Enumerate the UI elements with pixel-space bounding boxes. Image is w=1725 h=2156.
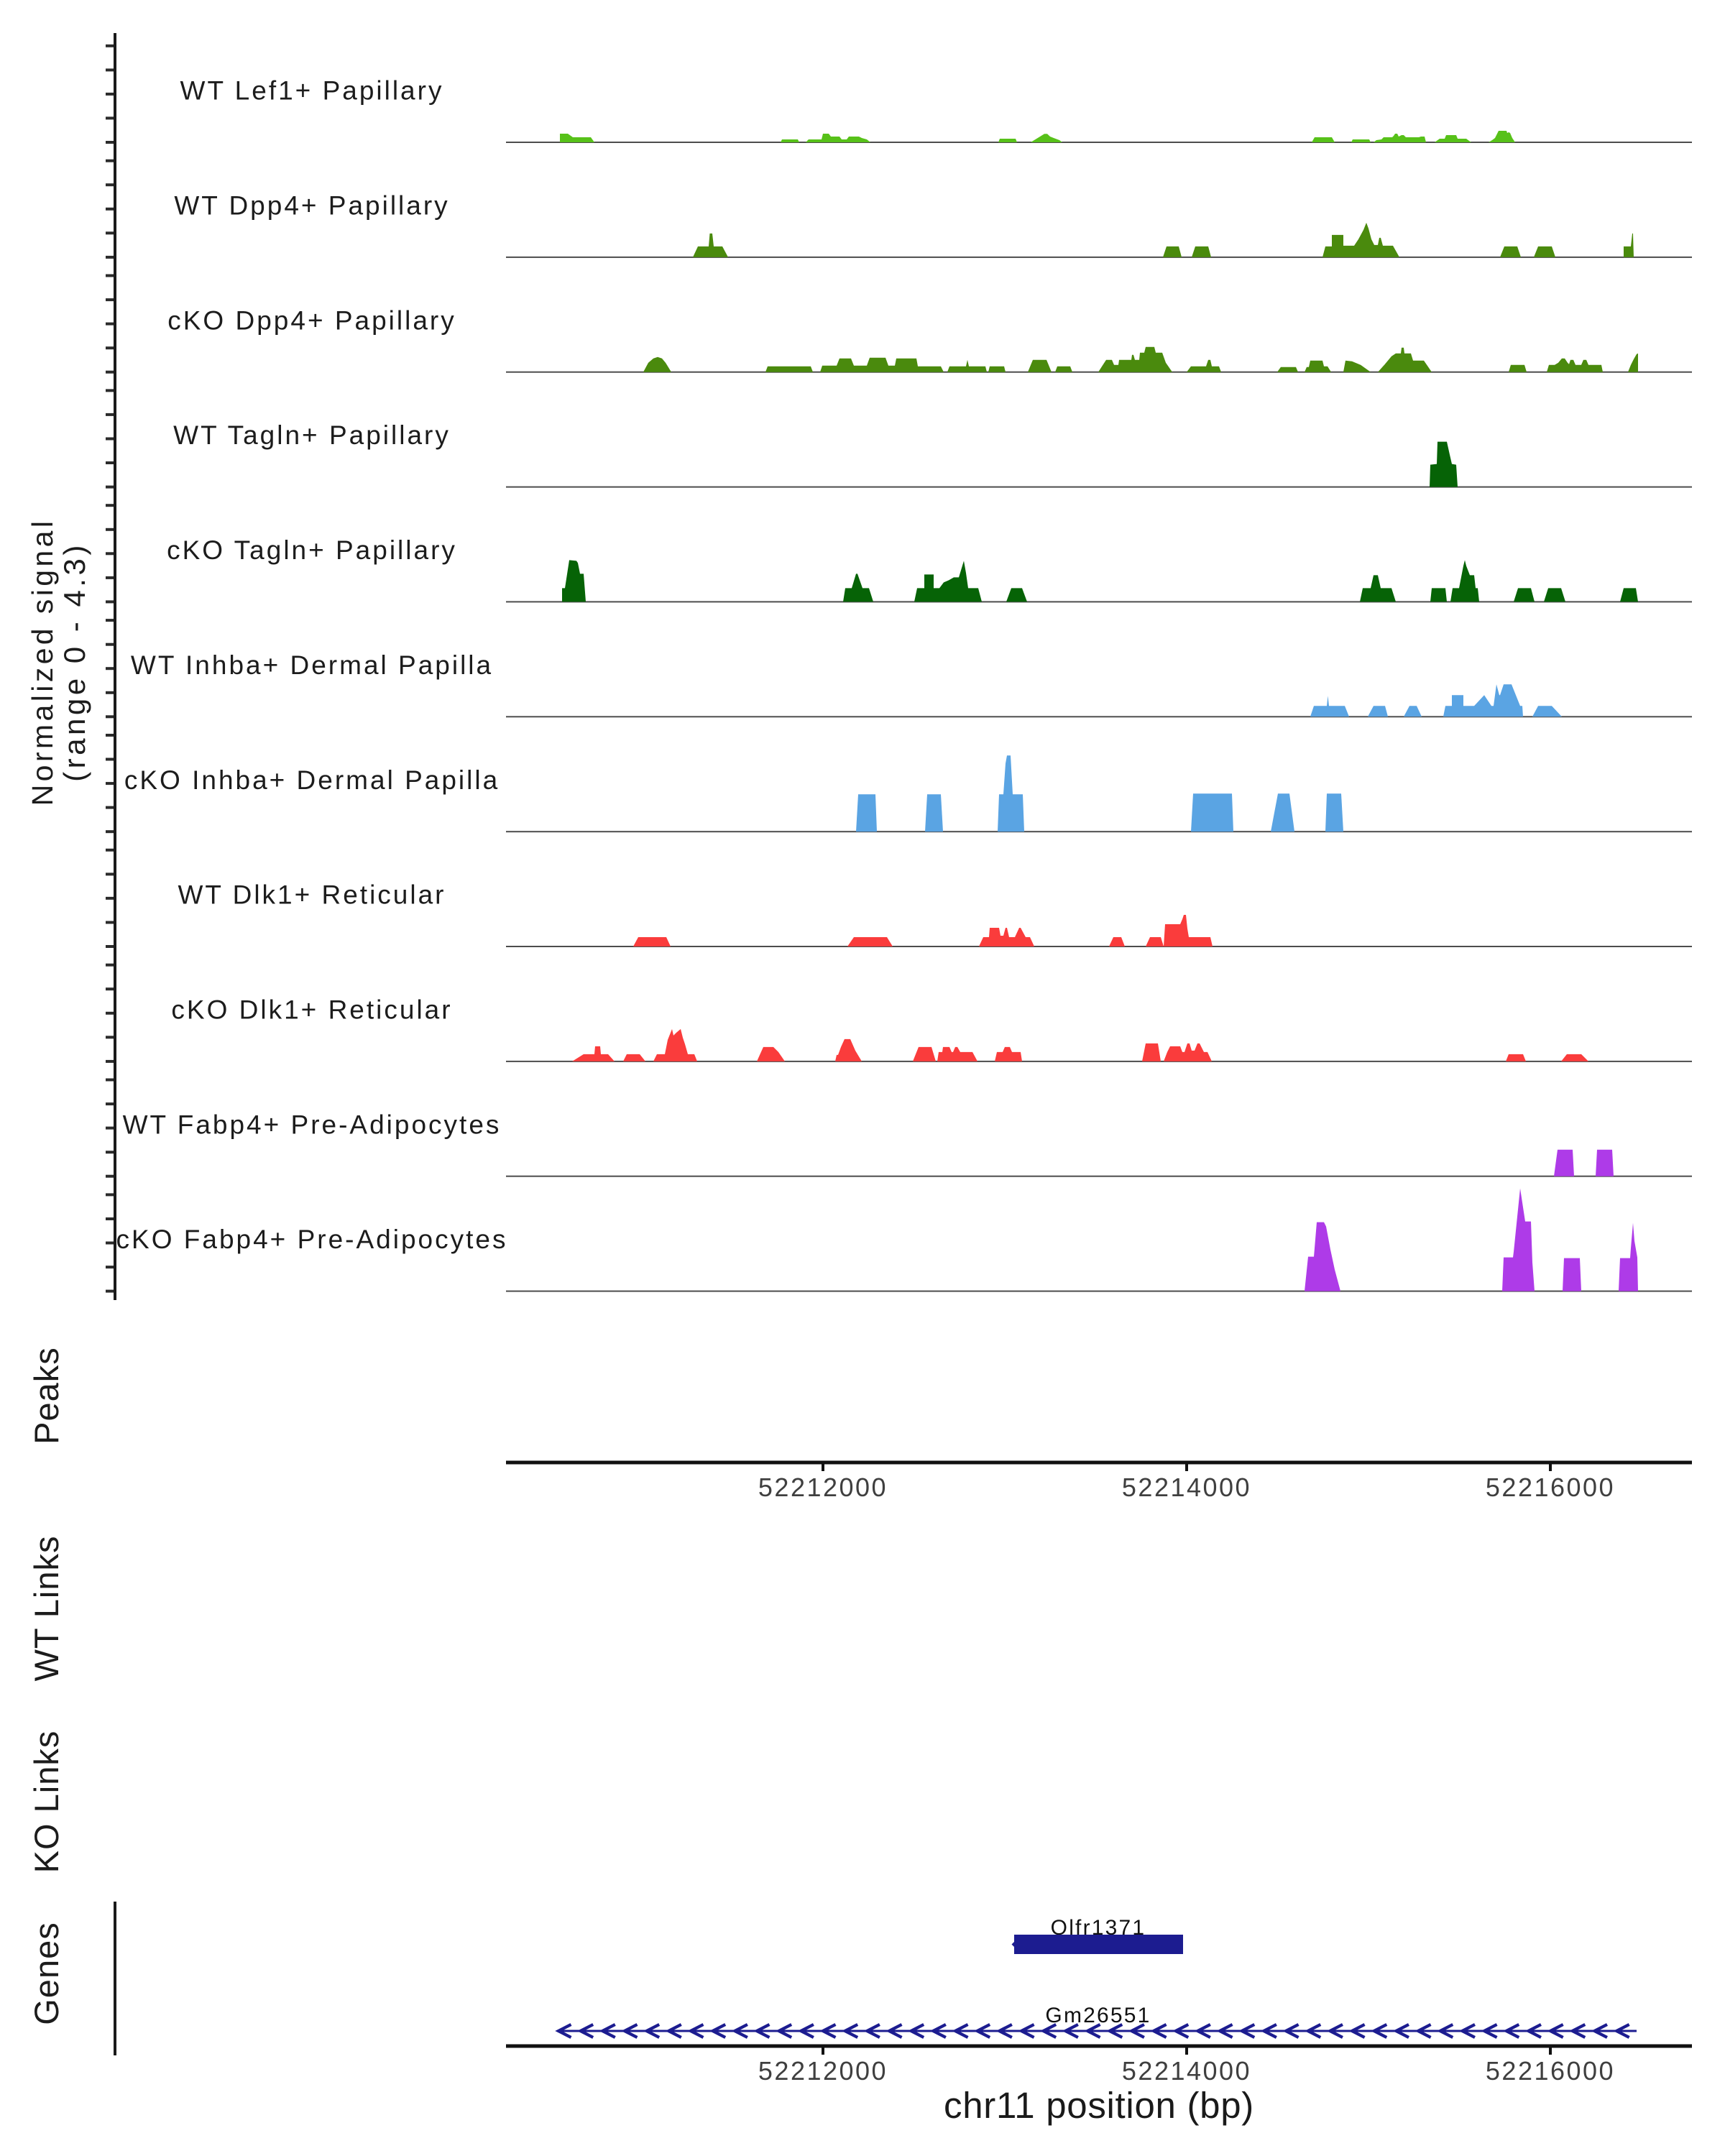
svg-text:cKO Dpp4+ Papillary: cKO Dpp4+ Papillary bbox=[167, 305, 456, 335]
svg-text:WT Tagln+ Papillary: WT Tagln+ Papillary bbox=[173, 420, 451, 450]
svg-text:Gm26551: Gm26551 bbox=[1045, 2004, 1151, 2027]
svg-text:cKO Inhba+ Dermal Papilla: cKO Inhba+ Dermal Papilla bbox=[124, 765, 500, 795]
svg-text:Genes: Genes bbox=[27, 1922, 65, 2024]
svg-text:WT Inhba+ Dermal Papilla: WT Inhba+ Dermal Papilla bbox=[131, 650, 493, 680]
svg-text:Normalized signal: Normalized signal bbox=[26, 518, 59, 806]
svg-text:WT Lef1+ Papillary: WT Lef1+ Papillary bbox=[180, 76, 444, 106]
svg-text:Peaks: Peaks bbox=[27, 1347, 65, 1445]
svg-text:52212000: 52212000 bbox=[758, 1473, 888, 1502]
svg-text:chr11 position (bp): chr11 position (bp) bbox=[944, 2085, 1254, 2126]
svg-text:KO Links: KO Links bbox=[27, 1731, 65, 1874]
svg-text:WT Links: WT Links bbox=[27, 1536, 65, 1682]
svg-text:WT Dpp4+ Papillary: WT Dpp4+ Papillary bbox=[174, 191, 449, 221]
svg-text:WT Dlk1+ Reticular: WT Dlk1+ Reticular bbox=[178, 880, 446, 910]
svg-text:52214000: 52214000 bbox=[1122, 1473, 1251, 1502]
svg-text:WT Fabp4+ Pre-Adipocytes: WT Fabp4+ Pre-Adipocytes bbox=[123, 1110, 502, 1139]
svg-text:52216000: 52216000 bbox=[1486, 1473, 1615, 1502]
svg-text:cKO Dlk1+ Reticular: cKO Dlk1+ Reticular bbox=[171, 995, 452, 1025]
svg-text:52212000: 52212000 bbox=[758, 2056, 888, 2086]
svg-text:52216000: 52216000 bbox=[1486, 2056, 1615, 2086]
svg-text:52214000: 52214000 bbox=[1122, 2056, 1251, 2086]
svg-text:(range 0 - 4.3): (range 0 - 4.3) bbox=[58, 542, 91, 782]
svg-text:cKO Tagln+ Papillary: cKO Tagln+ Papillary bbox=[167, 535, 457, 565]
svg-text:cKO Fabp4+ Pre-Adipocytes: cKO Fabp4+ Pre-Adipocytes bbox=[116, 1225, 508, 1254]
